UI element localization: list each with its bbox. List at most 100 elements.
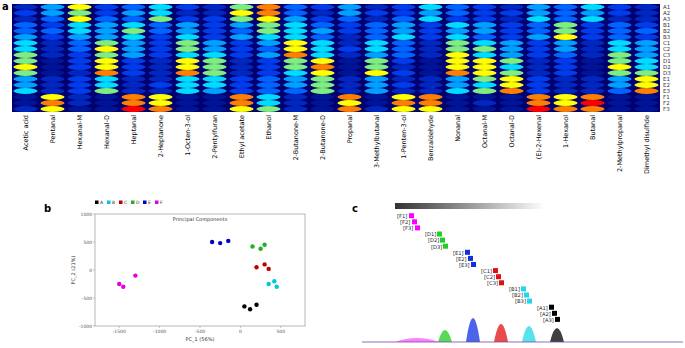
- heatmap-cell: [364, 64, 388, 70]
- heatmap-cell: [202, 4, 226, 10]
- heatmap-cell: [148, 4, 172, 10]
- peak: [494, 324, 508, 342]
- heatmap-cell: [40, 82, 64, 88]
- heatmap-cell: [121, 82, 145, 88]
- heatmap-cell: [364, 106, 388, 112]
- heatmap-cell: [391, 34, 415, 40]
- heatmap-cell: [40, 52, 64, 58]
- row-label: F3: [663, 106, 670, 112]
- point: [218, 241, 222, 245]
- heatmap-cell: [634, 70, 658, 76]
- heatmap-cell: [121, 64, 145, 70]
- y-tick-label: 500: [83, 240, 92, 245]
- heatmap-cell: [121, 16, 145, 22]
- heatmap-cell: [499, 34, 523, 40]
- heatmap-cell: [526, 10, 550, 16]
- heatmap-cell: [607, 64, 631, 70]
- heatmap-cell: [40, 22, 64, 28]
- sample-label: [E2]: [456, 256, 467, 262]
- heatmap-cell: [418, 82, 442, 88]
- heatmap-cell: [13, 46, 37, 52]
- sample-square: [552, 311, 557, 316]
- heatmap-cell: [121, 10, 145, 16]
- heatmap-cell: [94, 52, 118, 58]
- heatmap-cell: [337, 82, 361, 88]
- column-label: (E)-2-Hexenal: [535, 115, 543, 160]
- heatmap-cell: [148, 10, 172, 16]
- heatmap-cell: [13, 10, 37, 16]
- sample-square: [471, 262, 476, 267]
- heatmap-cell: [364, 76, 388, 82]
- panel-label: a: [2, 1, 9, 12]
- heatmap-cell: [418, 106, 442, 112]
- heatmap-cell: [553, 94, 577, 100]
- heatmap-cell: [67, 52, 91, 58]
- legend-swatch: [107, 201, 111, 205]
- x-tick-label: -500: [195, 329, 205, 334]
- column-label: 2-Methylpropanal: [616, 115, 624, 172]
- heatmap-cell: [256, 76, 280, 82]
- heatmap-cell: [364, 58, 388, 64]
- heatmap-cell: [310, 22, 334, 28]
- figure: abcA1A2A3B1B2B3C1C2C3D1D2D3E1E2E3F1F2F3A…: [0, 0, 685, 348]
- heatmap-cell: [634, 94, 658, 100]
- x-tick: [200, 326, 201, 328]
- heatmap-cell: [499, 16, 523, 22]
- heatmap-cell: [67, 34, 91, 40]
- heatmap-cell: [634, 100, 658, 106]
- heatmap-cell: [40, 10, 64, 16]
- heatmap-cell: [499, 52, 523, 58]
- sample-label: [B3]: [515, 298, 526, 304]
- heatmap-cell: [364, 82, 388, 88]
- column-label: Pentanal: [49, 115, 57, 143]
- column-label: 2-Heptanone: [157, 115, 165, 157]
- heatmap-cell: [337, 100, 361, 106]
- heatmap-cell: [229, 40, 253, 46]
- heatmap-cell: [445, 34, 469, 40]
- point: [242, 304, 246, 308]
- heatmap-cell: [148, 28, 172, 34]
- x-tick: [159, 326, 160, 328]
- heatmap-cell: [94, 4, 118, 10]
- heatmap-cell: [67, 100, 91, 106]
- heatmap-cell: [445, 58, 469, 64]
- heatmap-cell: [202, 16, 226, 22]
- heatmap-cell: [364, 10, 388, 16]
- heatmap-cell: [256, 106, 280, 112]
- heatmap-cell: [229, 100, 253, 106]
- heatmap-cell: [553, 28, 577, 34]
- peak: [438, 330, 452, 342]
- heatmap-cell: [310, 46, 334, 52]
- heatmap-cell: [526, 82, 550, 88]
- heatmap-cell: [283, 4, 307, 10]
- heatmap-cell: [526, 34, 550, 40]
- heatmap-cell: [13, 88, 37, 94]
- heatmap-cell: [553, 34, 577, 40]
- heatmap-cell: [445, 82, 469, 88]
- heatmap-cell: [634, 58, 658, 64]
- heatmap-cell: [94, 28, 118, 34]
- heatmap-cell: [553, 22, 577, 28]
- heatmap-cell: [445, 28, 469, 34]
- heatmap-cell: [499, 94, 523, 100]
- heatmap-cell: [337, 16, 361, 22]
- heatmap-cell: [40, 28, 64, 34]
- heatmap-cell: [310, 10, 334, 16]
- heatmap-cell: [553, 16, 577, 22]
- heatmap-cell: [310, 106, 334, 112]
- heatmap-cell: [607, 22, 631, 28]
- heatmap-cell: [337, 40, 361, 46]
- heatmap-cell: [40, 4, 64, 10]
- heatmap-cell: [13, 28, 37, 34]
- heatmap-cell: [391, 40, 415, 46]
- sample-label: [C2]: [484, 274, 495, 280]
- heatmap-cell: [283, 10, 307, 16]
- heatmap-cell: [499, 70, 523, 76]
- heatmap-cell: [337, 28, 361, 34]
- sample-label: [C3]: [487, 280, 498, 286]
- heatmap-cell: [202, 58, 226, 64]
- heatmap-cell: [526, 94, 550, 100]
- heatmap-cell: [337, 10, 361, 16]
- heatmap-cell: [472, 10, 496, 16]
- heatmap-cell: [256, 28, 280, 34]
